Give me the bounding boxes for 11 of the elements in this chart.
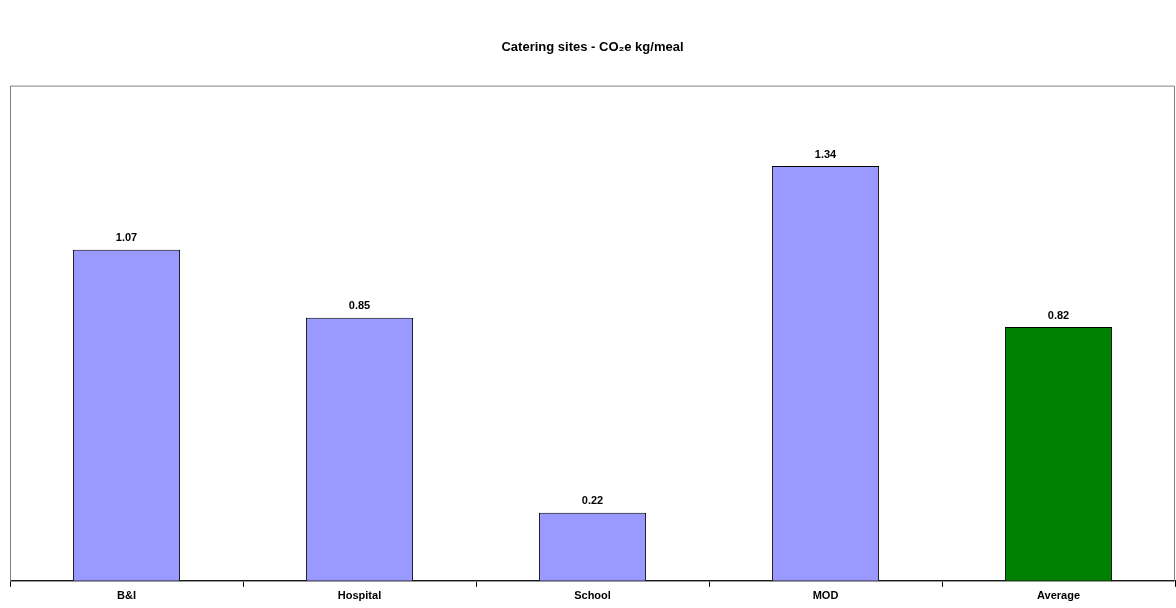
data-label: 1.07 [115,231,138,244]
data-label: 1.34 [814,147,838,160]
x-tick-label: School [574,589,611,602]
data-label: 0.22 [581,494,604,507]
x-tick-label: B&I [117,589,136,602]
x-tick-label: Hospital [337,589,382,602]
x-tick-label: Average [1036,589,1081,602]
chart-title: Catering sites - CO₂e kg/meal [501,39,684,55]
data-label: 0.85 [348,299,371,312]
data-label: 0.82 [1047,308,1070,321]
x-tick-label: MOD [812,589,839,602]
